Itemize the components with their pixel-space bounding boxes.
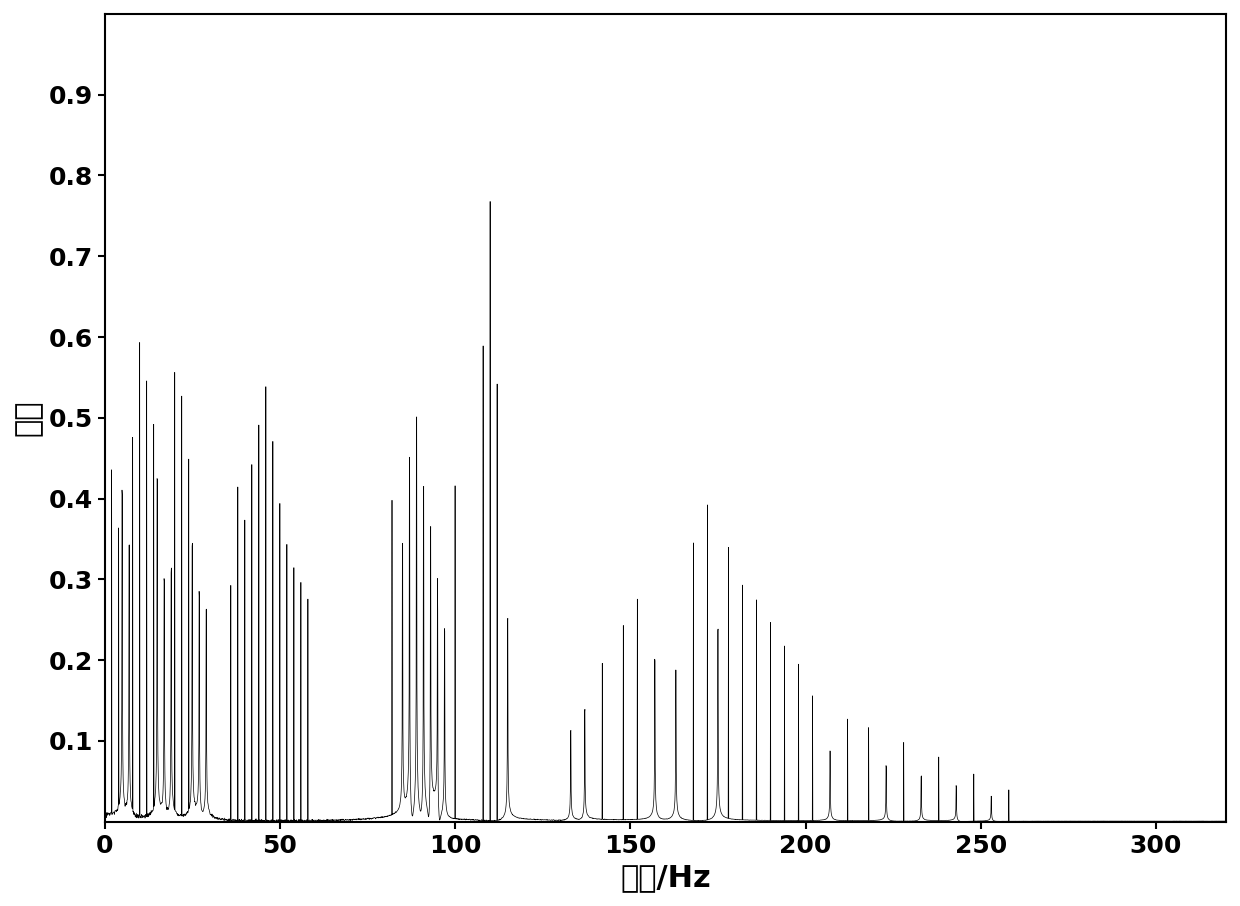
Y-axis label: 振幅: 振幅 — [14, 400, 43, 436]
X-axis label: 频率/Hz: 频率/Hz — [620, 863, 711, 892]
